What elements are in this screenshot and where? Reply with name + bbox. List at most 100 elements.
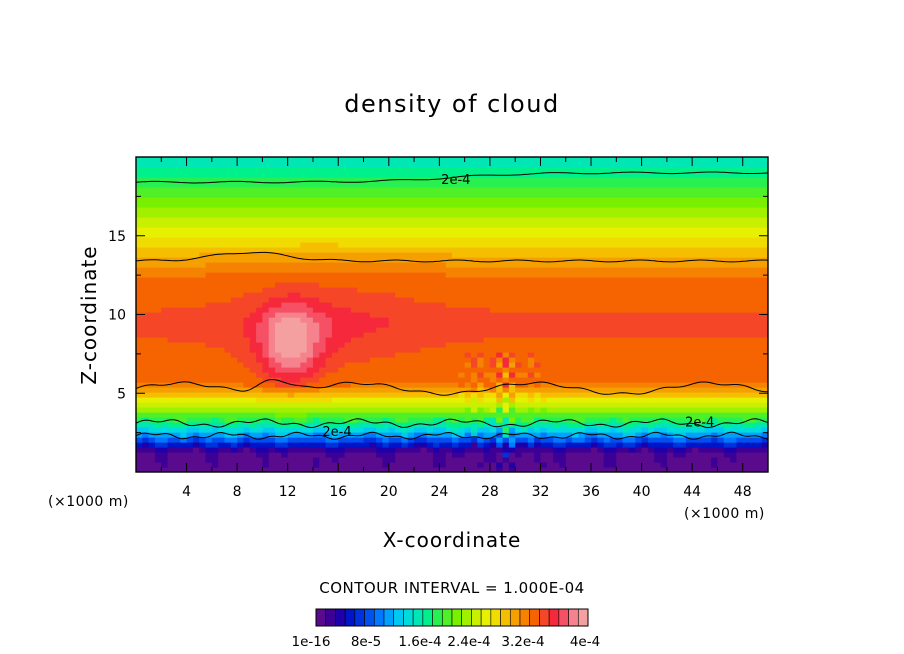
field-cell: [426, 317, 434, 323]
field-cell: [439, 362, 447, 368]
field-cell: [312, 452, 320, 458]
field-cell: [199, 317, 207, 323]
field-cell: [148, 327, 156, 333]
field-cell: [635, 427, 643, 433]
field-cell: [603, 237, 611, 243]
field-cell: [205, 332, 213, 338]
field-cell: [540, 397, 548, 403]
field-cell: [306, 282, 314, 288]
field-cell: [294, 262, 301, 268]
field-cell: [635, 322, 643, 328]
field-cell: [363, 232, 371, 238]
field-cell: [515, 317, 523, 323]
field-cell: [685, 357, 693, 363]
field-cell: [654, 437, 662, 443]
field-cell: [692, 282, 700, 288]
field-cell: [591, 267, 598, 273]
field-cell: [357, 317, 365, 323]
field-cell: [698, 287, 706, 293]
field-cell: [287, 442, 295, 448]
field-cell: [559, 222, 567, 228]
field-cell: [502, 257, 510, 263]
field-cell: [679, 342, 687, 348]
field-cell: [180, 252, 188, 258]
field-cell: [199, 407, 207, 413]
field-cell: [546, 417, 554, 423]
field-cell: [755, 457, 763, 463]
field-cell: [470, 422, 478, 428]
field-cell: [635, 312, 643, 318]
field-cell: [211, 397, 219, 403]
field-cell: [420, 467, 428, 472]
field-cell: [515, 322, 523, 328]
field-cell: [420, 407, 428, 413]
field-cell: [565, 252, 573, 258]
field-cell: [294, 367, 301, 373]
field-cell: [730, 432, 737, 438]
field-cell: [294, 312, 301, 318]
field-cell: [173, 447, 181, 453]
field-cell: [515, 227, 523, 233]
field-cell: [635, 397, 643, 403]
field-cell: [591, 357, 598, 363]
field-cell: [275, 247, 282, 253]
field-cell: [319, 397, 327, 403]
field-cell: [534, 377, 542, 383]
field-cell: [325, 382, 333, 388]
field-cell: [458, 377, 466, 383]
field-cell: [388, 317, 396, 323]
field-cell: [591, 222, 598, 228]
field-cell: [426, 332, 434, 338]
field-cell: [414, 242, 421, 248]
field-cell: [319, 312, 327, 318]
field-cell: [704, 362, 712, 368]
field-cell: [698, 427, 706, 433]
field-cell: [622, 322, 630, 328]
field-cell: [565, 292, 573, 298]
field-cell: [603, 317, 611, 323]
field-cell: [673, 347, 681, 353]
field-cell: [136, 387, 143, 393]
field-cell: [521, 267, 529, 273]
field-cell: [483, 462, 491, 468]
field-cell: [224, 427, 232, 433]
field-cell: [167, 467, 175, 472]
field-cell: [685, 342, 693, 348]
field-cell: [597, 392, 605, 398]
field-cell: [717, 372, 725, 378]
field-cell: [167, 372, 175, 378]
field-cell: [211, 292, 219, 298]
field-cell: [477, 447, 485, 453]
field-cell: [363, 377, 371, 383]
field-cell: [275, 392, 282, 398]
field-cell: [647, 302, 655, 308]
field-cell: [426, 467, 434, 472]
field-cell: [218, 437, 226, 443]
field-cell: [685, 417, 693, 423]
field-cell: [142, 457, 150, 463]
field-cell: [698, 457, 706, 463]
field-cell: [312, 312, 320, 318]
field-cell: [521, 442, 529, 448]
field-cell: [350, 422, 358, 428]
field-cell: [527, 282, 535, 288]
field-cell: [730, 252, 737, 258]
field-cell: [268, 262, 276, 268]
field-cell: [420, 302, 428, 308]
field-cell: [199, 442, 207, 448]
field-cell: [673, 237, 681, 243]
field-cell: [148, 277, 156, 283]
field-cell: [420, 457, 428, 463]
field-cell: [426, 262, 434, 268]
field-cell: [350, 407, 358, 413]
field-cell: [218, 442, 226, 448]
field-cell: [584, 282, 592, 288]
field-cell: [622, 292, 630, 298]
field-cell: [388, 242, 396, 248]
field-cell: [433, 332, 440, 338]
field-cell: [281, 372, 289, 378]
field-cell: [433, 367, 440, 373]
field-cell: [521, 452, 529, 458]
field-cell: [211, 302, 219, 308]
field-cell: [357, 247, 365, 253]
